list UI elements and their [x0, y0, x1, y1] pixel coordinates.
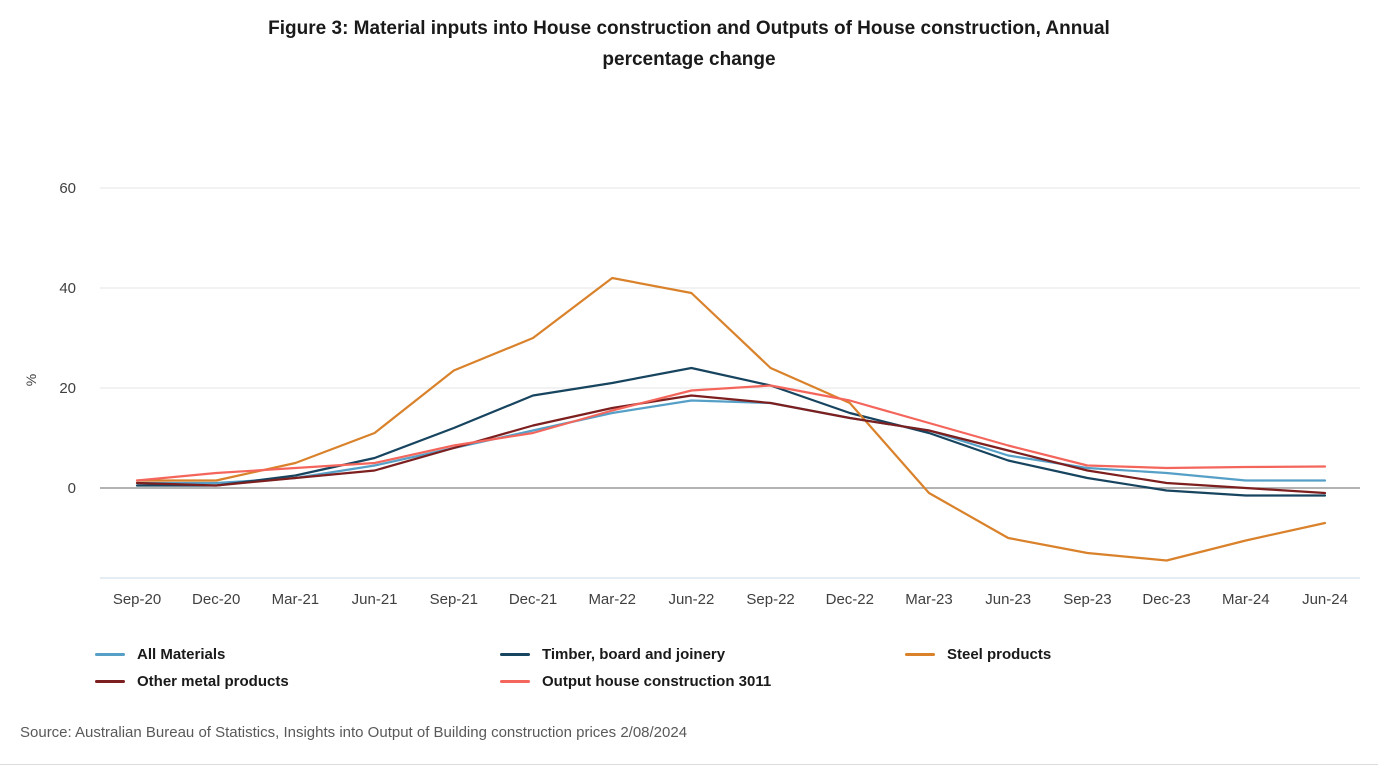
series-line-timber-board-and-joinery	[135, 366, 1327, 497]
y-tick-label: 40	[59, 280, 76, 297]
bottom-divider	[0, 764, 1378, 765]
y-tick-label: 20	[59, 380, 76, 397]
chart-legend: All Materials Timber, board and joinery St…	[95, 646, 1310, 690]
legend-label: Timber, board and joinery	[542, 646, 726, 663]
legend-label: Other metal products	[137, 673, 289, 690]
legend-item-output-house-construction-3011: Output house construction 3011	[500, 673, 905, 690]
legend-label: Output house construction 3011	[542, 673, 772, 690]
y-tick-label: 0	[68, 480, 76, 497]
x-tick-label: Sep-22	[746, 591, 794, 608]
legend-line-marker	[500, 680, 530, 683]
legend-line-marker	[95, 680, 125, 683]
legend-label: Steel products	[947, 646, 1052, 663]
x-tick-label: Mar-23	[905, 591, 953, 608]
x-tick-label: Sep-21	[430, 591, 478, 608]
legend-line-marker	[95, 653, 125, 656]
legend-line-marker	[500, 653, 530, 656]
series-line-output-house-construction-3011	[135, 384, 1327, 482]
x-tick-label: Dec-22	[826, 591, 874, 608]
legend-label: All Materials	[137, 646, 226, 663]
y-axis-label: %	[23, 374, 39, 386]
x-tick-label: Mar-24	[1222, 591, 1270, 608]
chart-title: Figure 3: Material inputs into House con…	[268, 18, 1110, 70]
line-chart: 0 20 40 60 Sep-20 Dec-20 Mar-21 Jun-21 Sep-21 Dec…	[23, 180, 1360, 608]
series-line-steel-products	[135, 276, 1327, 562]
legend-item-steel-products: Steel products	[905, 646, 1310, 663]
x-tick-label: Jun-22	[668, 591, 714, 608]
x-tick-label: Dec-20	[192, 591, 240, 608]
legend-item-other-metal-products: Other metal products	[95, 673, 500, 690]
x-tick-label: Jun-23	[985, 591, 1031, 608]
series-line-all-materials	[135, 399, 1327, 485]
y-tick-label: 60	[59, 180, 76, 197]
x-tick-label: Mar-22	[588, 591, 636, 608]
x-tick-label: Mar-21	[272, 591, 320, 608]
x-tick-label: Sep-23	[1063, 591, 1111, 608]
legend-item-timber-board-and-joinery: Timber, board and joinery	[500, 646, 905, 663]
x-tick-label: Dec-23	[1142, 591, 1190, 608]
legend-line-marker	[905, 653, 935, 656]
x-tick-label: Jun-21	[352, 591, 398, 608]
legend-item-all-materials: All Materials	[95, 646, 500, 663]
x-tick-label: Dec-21	[509, 591, 557, 608]
source-note: Source: Australian Bureau of Statistics,…	[20, 724, 688, 741]
series-line-other-metal-products	[135, 394, 1327, 495]
x-tick-label: Jun-24	[1302, 591, 1348, 608]
x-tick-label: Sep-20	[113, 591, 161, 608]
